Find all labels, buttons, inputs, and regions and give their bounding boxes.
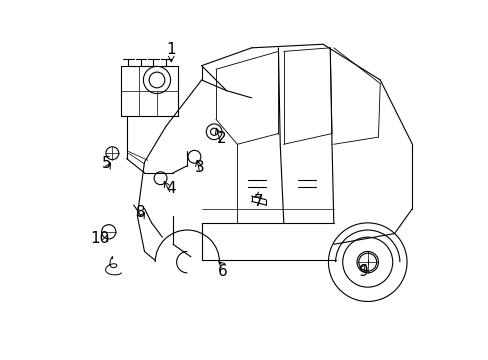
FancyBboxPatch shape [121, 66, 178, 116]
Text: 8: 8 [136, 204, 145, 220]
Text: 6: 6 [218, 264, 227, 279]
Circle shape [210, 128, 217, 135]
Circle shape [102, 225, 116, 239]
Text: 2: 2 [216, 131, 225, 147]
Text: 10: 10 [90, 231, 109, 247]
Text: 5: 5 [102, 157, 112, 171]
Text: 4: 4 [166, 181, 176, 197]
Circle shape [106, 147, 119, 159]
Circle shape [188, 150, 201, 163]
Text: 9: 9 [359, 264, 368, 279]
Circle shape [149, 72, 164, 88]
Text: 1: 1 [166, 42, 176, 57]
Circle shape [143, 66, 170, 94]
Text: 7: 7 [253, 194, 263, 209]
Circle shape [206, 124, 222, 140]
Text: 3: 3 [195, 160, 204, 175]
Circle shape [154, 172, 166, 185]
Circle shape [358, 253, 376, 271]
